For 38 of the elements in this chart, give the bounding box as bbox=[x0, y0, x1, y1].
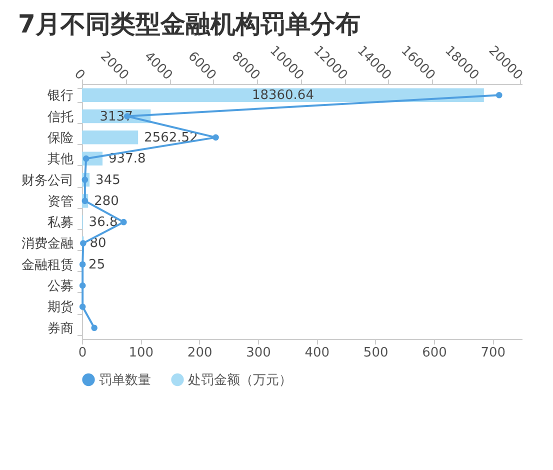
x-tick-label: 300 bbox=[246, 346, 271, 360]
data-label: 18360.64 bbox=[252, 88, 314, 104]
chart-title: 7月不同类型金融机构罚单分布 bbox=[18, 10, 360, 39]
y-tick-label: 银行 bbox=[46, 88, 74, 104]
legend-label: 罚单数量 bbox=[99, 372, 151, 388]
x-tick-label: 600 bbox=[422, 346, 447, 360]
point bbox=[79, 261, 86, 268]
point bbox=[80, 240, 86, 246]
x-tick-label: 500 bbox=[363, 346, 388, 360]
x-tick-label: 400 bbox=[304, 346, 330, 360]
y-tick-label: 保险 bbox=[48, 130, 74, 146]
y-tick-label: 期货 bbox=[48, 300, 74, 316]
data-label: 345 bbox=[96, 172, 120, 188]
point bbox=[79, 304, 86, 310]
y-tick-label: 财务公司 bbox=[22, 173, 74, 188]
y-tick-label: 信托 bbox=[48, 110, 74, 125]
x-tick-label: 100 bbox=[128, 346, 154, 360]
x-tick-label: 200 bbox=[187, 346, 212, 360]
data-label: 25 bbox=[88, 257, 106, 272]
x-tick-label: 700 bbox=[480, 346, 506, 360]
x2-tick-label: 0 bbox=[70, 66, 88, 84]
data-label: 280 bbox=[94, 194, 119, 209]
point bbox=[91, 324, 98, 332]
y-tick-label: 其他 bbox=[48, 152, 74, 168]
y-tick-label: 金融租赁 bbox=[22, 258, 74, 273]
point bbox=[120, 218, 127, 226]
point bbox=[82, 155, 90, 162]
point bbox=[82, 198, 88, 204]
legend-label: 处罚金额（万元） bbox=[188, 372, 292, 388]
point bbox=[79, 282, 86, 289]
point bbox=[212, 134, 219, 141]
y-tick-label: 私募 bbox=[48, 216, 74, 231]
point bbox=[496, 92, 502, 98]
y-tick-label: 公募 bbox=[48, 279, 74, 294]
y-tick-label: 资管 bbox=[48, 194, 74, 210]
y-tick-label: 消费金融 bbox=[22, 236, 74, 252]
y-tick-label: 券商 bbox=[48, 321, 74, 336]
x-tick-label: 0 bbox=[78, 346, 87, 360]
